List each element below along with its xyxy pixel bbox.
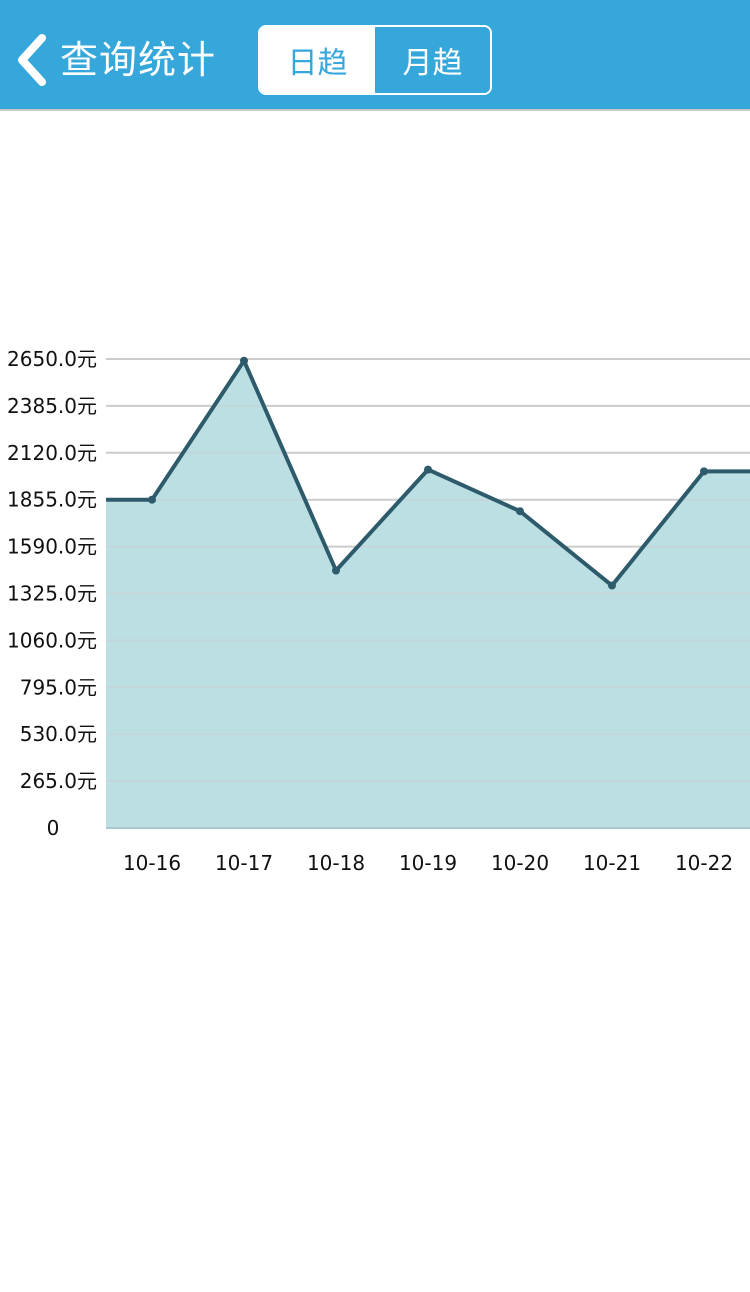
page-title: 查询统计 xyxy=(60,38,217,82)
y-tick-label: 1060.0元 xyxy=(7,628,97,652)
trend-segmented-control: 日趋 月趋 xyxy=(258,25,492,95)
x-tick-label: 10-20 xyxy=(491,851,549,875)
header-bar: 查询统计 日趋 月趋 xyxy=(0,0,750,111)
x-tick-label: 10-22 xyxy=(675,851,733,875)
y-tick-label: 2650.0元 xyxy=(7,347,97,371)
trend-chart: 0 265.0元 530.0元 795.0元 1060.0元 1325.0元 1590.0元… xyxy=(0,300,750,900)
data-point xyxy=(240,356,248,365)
chevron-left-icon xyxy=(18,34,46,86)
x-tick-label: 10-16 xyxy=(123,851,181,875)
y-tick-label: 2120.0元 xyxy=(7,441,97,465)
y-tick-label: 530.0元 xyxy=(20,722,97,746)
y-tick-label: 795.0元 xyxy=(20,675,97,699)
y-tick-label: 2385.0元 xyxy=(7,394,97,418)
y-tick-label: 1325.0元 xyxy=(7,582,97,606)
data-point xyxy=(424,465,432,474)
x-tick-label: 10-21 xyxy=(583,851,641,875)
x-tick-label: 10-17 xyxy=(215,851,273,875)
tab-daily-trend[interactable]: 日趋 xyxy=(260,27,375,93)
y-tick-label: 0 xyxy=(47,816,60,840)
data-point xyxy=(700,467,708,476)
x-tick-label: 10-18 xyxy=(307,851,365,875)
y-tick-label: 1590.0元 xyxy=(7,535,97,559)
data-point xyxy=(608,581,616,590)
data-point xyxy=(332,566,340,575)
y-tick-label: 1855.0元 xyxy=(7,488,97,512)
data-point xyxy=(148,495,156,504)
tab-monthly-trend[interactable]: 月趋 xyxy=(375,27,490,93)
area-chart-svg: 0 265.0元 530.0元 795.0元 1060.0元 1325.0元 1590.0元… xyxy=(7,347,750,875)
x-tick-label: 10-19 xyxy=(399,851,457,875)
y-tick-label: 265.0元 xyxy=(20,769,97,793)
area-overlay xyxy=(106,360,750,828)
back-button[interactable]: 查询统计 xyxy=(14,28,216,92)
data-point xyxy=(516,507,524,516)
